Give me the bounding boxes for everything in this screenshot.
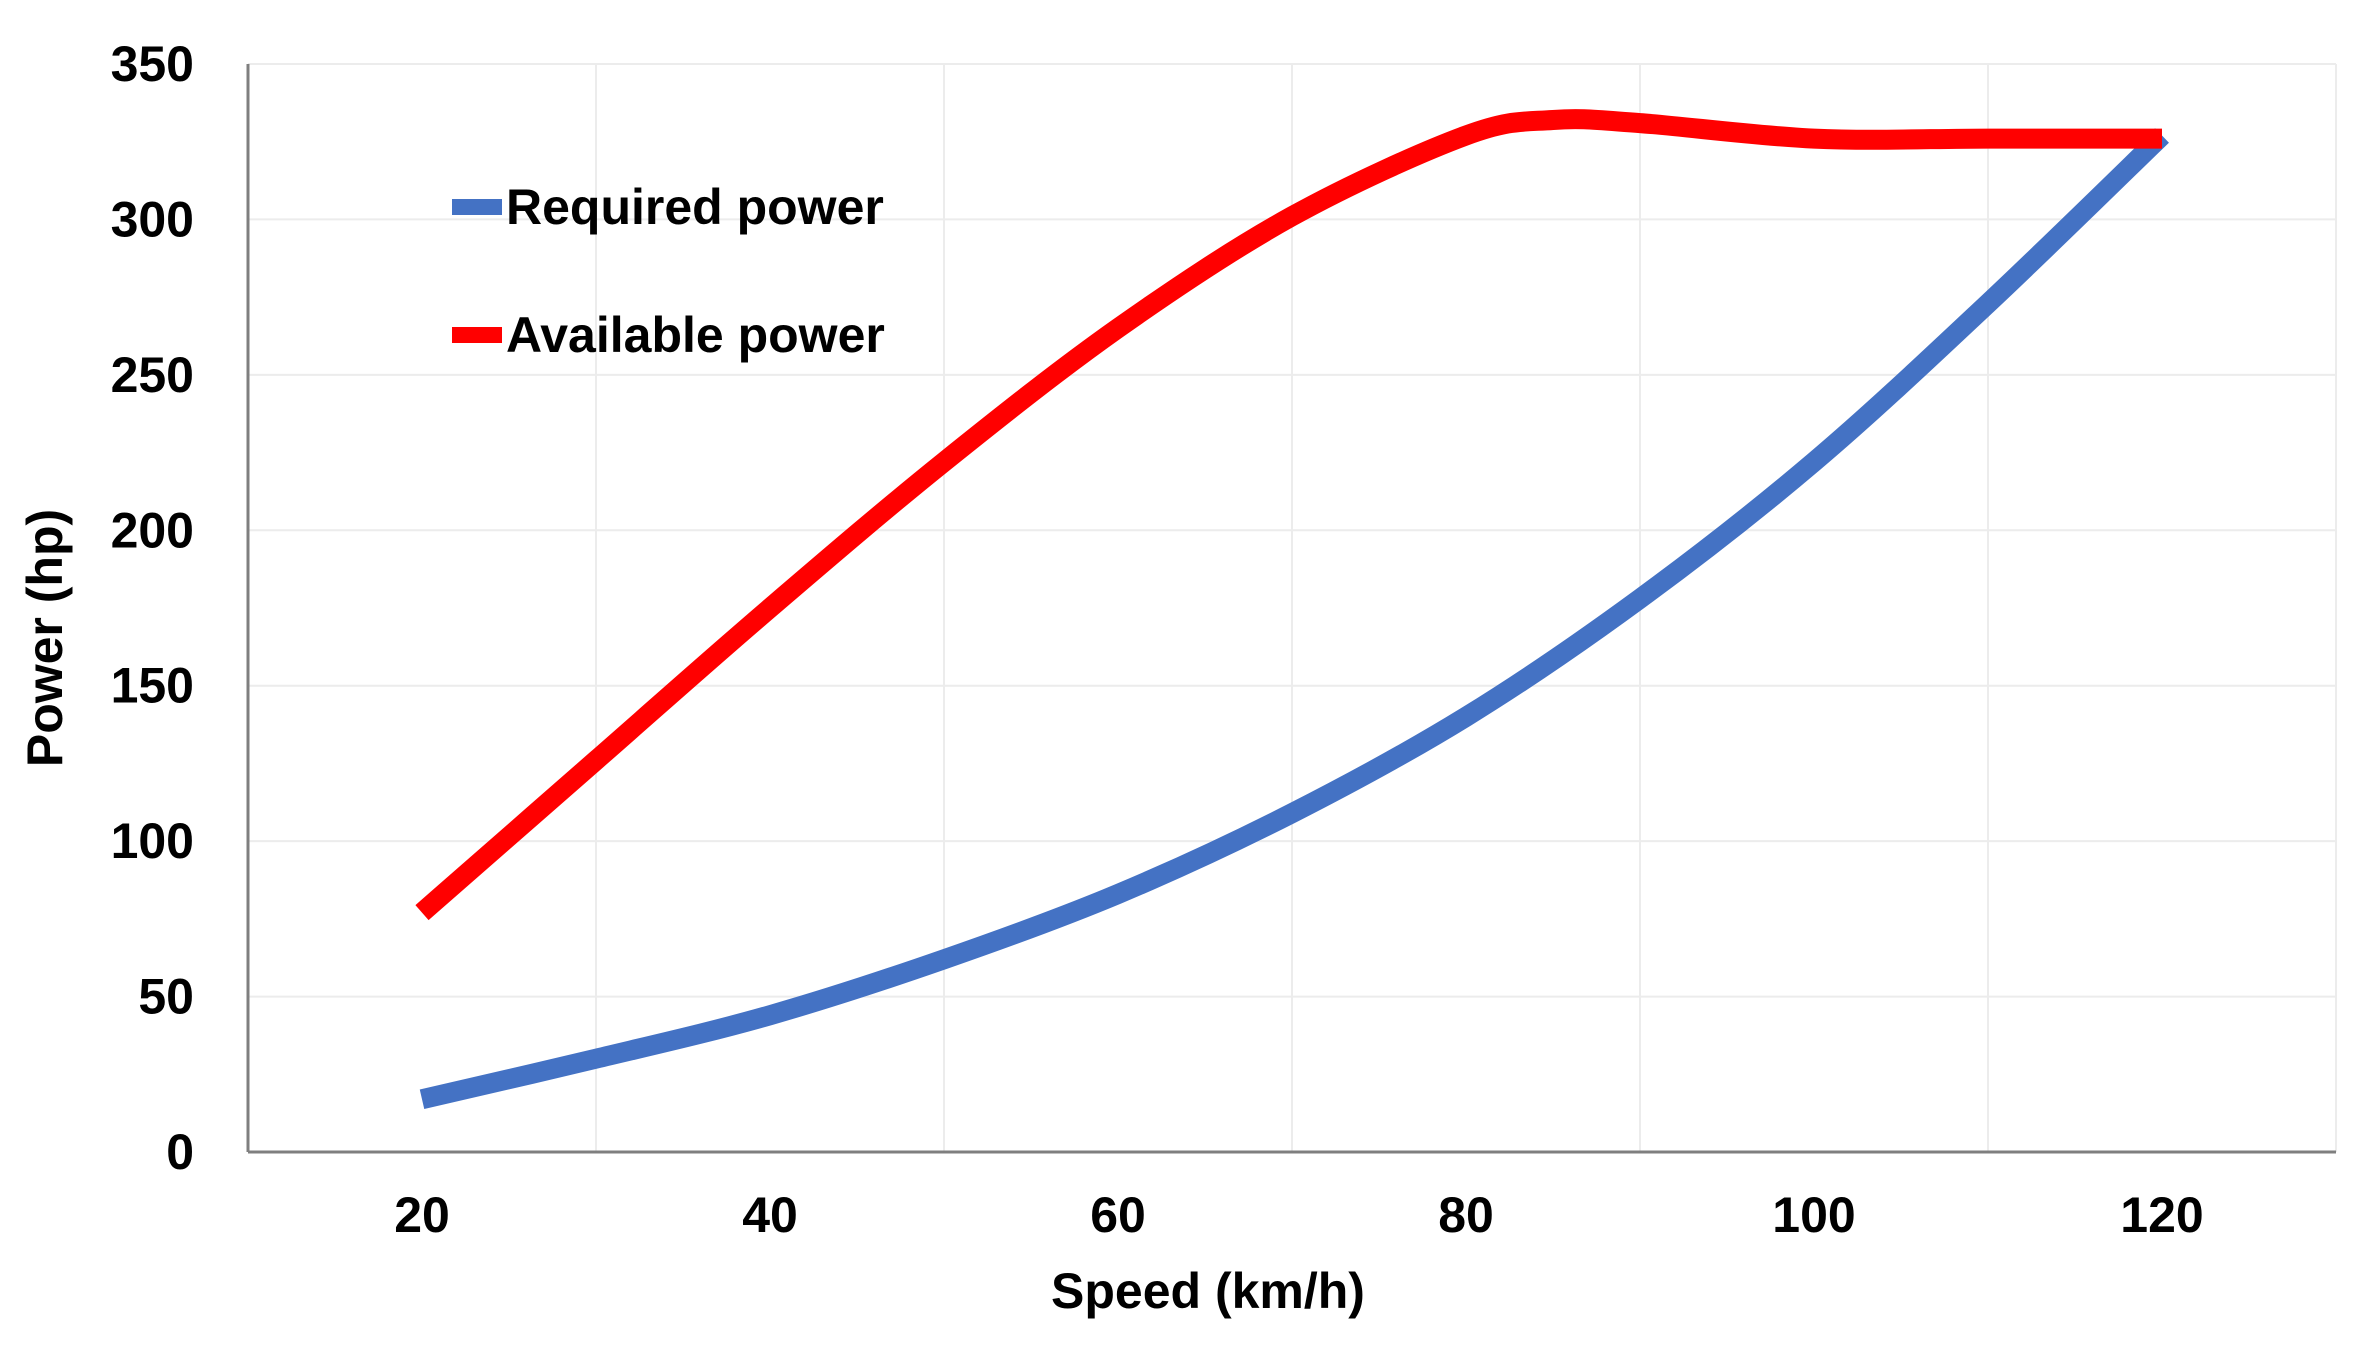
y-tick-label-250: 250 [111,347,194,403]
x-tick-label-60: 60 [1090,1187,1146,1243]
x-tick-label-100: 100 [1772,1187,1855,1243]
x-axis-title: Speed (km/h) [1051,1263,1365,1319]
series-lines [415,109,2169,1109]
x-tick-label-20: 20 [394,1187,450,1243]
legend-label-required-power: Required power [506,179,884,235]
x-tick-label-40: 40 [742,1187,798,1243]
tick-labels: 0 50 100 150 200 250 300 350 20 40 60 80 100 120 [111,36,2204,1243]
y-tick-label-200: 200 [111,502,194,558]
y-tick-label-50: 50 [138,969,194,1025]
y-tick-label-300: 300 [111,191,194,247]
y-axis-title: Power (hp) [17,509,73,767]
legend: Required power Available power [452,179,885,363]
y-tick-label-350: 350 [111,36,194,92]
y-tick-label-100: 100 [111,813,194,869]
axes [246,64,2336,1154]
legend-label-available-power: Available power [506,307,885,363]
x-tick-label-120: 120 [2120,1187,2203,1243]
y-tick-label-0: 0 [166,1124,194,1180]
series-line-required-power [419,128,2169,1109]
y-tick-label-150: 150 [111,658,194,714]
series-line-available-power [415,109,2162,921]
x-tick-label-80: 80 [1438,1187,1494,1243]
